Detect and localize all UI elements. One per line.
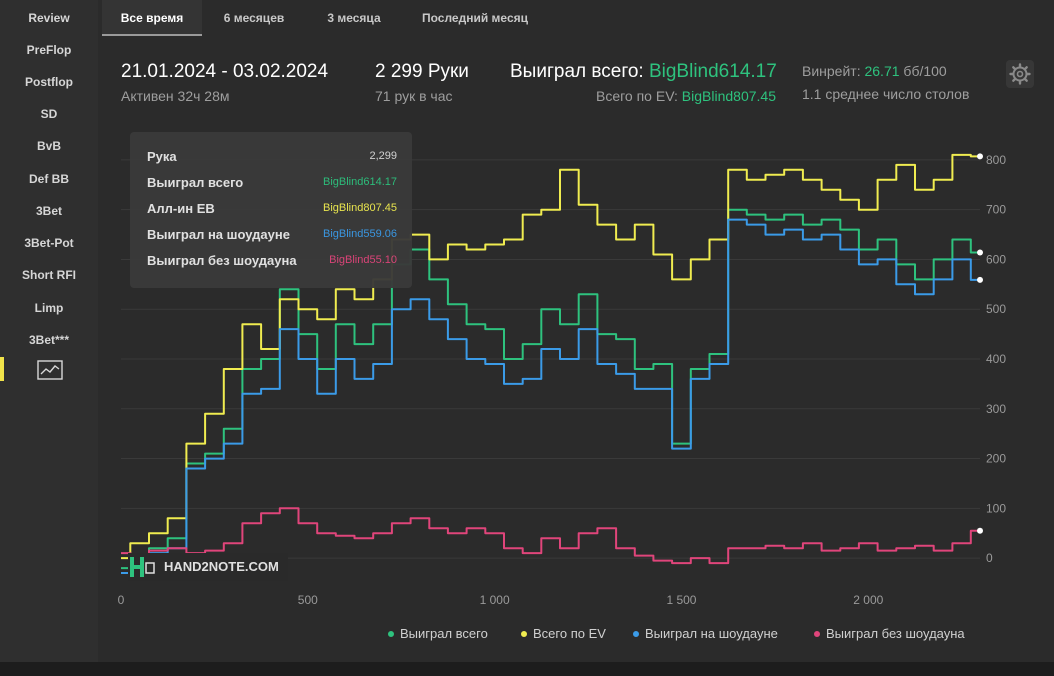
sidebar-item-review[interactable]: Review (28, 11, 70, 25)
x-tick-label: 0 (118, 593, 125, 607)
watermark-text: HAND2NOTE.COM (164, 559, 279, 574)
series-endpoints (977, 153, 983, 534)
y-tick-label: 0 (986, 551, 993, 565)
winrate-label: Винрейт: (802, 63, 861, 79)
tab-3-months[interactable]: 3 месяца (327, 11, 381, 25)
y-tick-label: 200 (986, 452, 1006, 466)
sidebar-item-limp[interactable]: Limp (34, 301, 64, 315)
tooltip-row-won-total: Выиграл всего BigBlind614.17 (147, 175, 397, 190)
period-tabs: Все время 6 месяцев 3 месяца Последний м… (98, 0, 1054, 36)
y-tick-label: 800 (986, 153, 1006, 167)
sidebar-item-3bet-pot[interactable]: 3Bet-Pot (24, 236, 74, 250)
hands-count: 2 299 Руки (375, 61, 469, 82)
y-tick-label: 700 (986, 203, 1006, 217)
x-tick-label: 2 000 (853, 593, 883, 607)
sidebar-item-preflop[interactable]: PreFlop (26, 43, 72, 57)
y-tick-label: 600 (986, 252, 1006, 266)
series-endpoint-3 (977, 527, 983, 534)
x-tick-label: 1 000 (480, 593, 510, 607)
legend-marker (388, 630, 394, 637)
legend-item-ev[interactable]: Всего по EV (521, 626, 606, 641)
tooltip-label: Выиграл всего (147, 175, 244, 190)
settings-button[interactable] (1006, 60, 1034, 88)
line-chart-icon[interactable] (37, 360, 63, 380)
tooltip-value: BigBlind807.45 (322, 202, 397, 214)
won-total: Выиграл всего: BigBlind614.17 (510, 61, 777, 83)
sidebar-item-short-rfi[interactable]: Short RFI (22, 268, 76, 282)
gear-icon (1009, 63, 1031, 85)
sidebar-item-sd[interactable]: SD (40, 107, 58, 121)
ev-value: BigBlind807.45 (681, 88, 776, 104)
legend-label: Выиграл всего (400, 626, 488, 641)
sidebar-item-postflop[interactable]: Postflop (25, 75, 73, 89)
sidebar-item-3bet-stars[interactable]: 3Bet*** (28, 333, 70, 347)
series-lines (121, 153, 980, 574)
sidebar: Review PreFlop Postflop SD BvB Def BB 3B… (0, 0, 98, 662)
ev-total: Всего по EV: BigBlind807.45 (596, 88, 776, 104)
legend-label: Всего по EV (533, 626, 606, 641)
won-total-label: Выиграл всего: (510, 61, 644, 82)
hand2note-logo-icon (130, 557, 155, 577)
avg-tables: 1.1 среднее число столов (802, 86, 970, 102)
tooltip-value: BigBlind614.17 (322, 176, 397, 188)
tooltip-row-non-showdown: Выиграл без шоудауна BigBlind55.10 (147, 253, 397, 268)
series-line-0 (121, 208, 980, 570)
hands-per-hour: 71 рук в час (375, 88, 453, 104)
sidebar-item-def-bb[interactable]: Def BB (28, 172, 69, 186)
tooltip-value: 2,299 (369, 150, 397, 162)
sidebar-item-3bet[interactable]: 3Bet (35, 204, 62, 218)
series-endpoint-0 (977, 249, 983, 256)
legend-item-non-showdown[interactable]: Выиграл без шоудауна (814, 626, 965, 641)
legend-marker (633, 630, 639, 637)
series-line-1 (121, 153, 980, 560)
won-total-value: BigBlind614.17 (648, 61, 777, 82)
x-tick-label: 1 500 (666, 593, 696, 607)
tooltip-value: BigBlind559.06 (322, 228, 397, 240)
tooltip-value: BigBlind55.10 (329, 254, 397, 266)
tooltip-label: Выиграл на шоудауне (147, 227, 290, 242)
tooltip-row-allin-ev: Алл-ин EB BigBlind807.45 (147, 201, 397, 216)
legend-label: Выиграл на шоудауне (645, 626, 778, 641)
winrate-unit: бб/100 (903, 63, 947, 79)
active-indicator (0, 357, 4, 381)
sidebar-item-bvb[interactable]: BvB (36, 139, 61, 153)
tab-last-month[interactable]: Последний месяц (421, 11, 528, 25)
legend-marker (814, 630, 820, 637)
tooltip-label: Выиграл без шоудауна (147, 253, 297, 268)
active-time: Активен 32ч 28м (121, 88, 230, 104)
series-line-2 (121, 218, 980, 574)
watermark-logo: HAND2NOTE.COM (128, 553, 288, 581)
date-range: 21.01.2024 - 03.02.2024 (121, 61, 329, 82)
y-tick-label: 500 (986, 302, 1006, 316)
x-tick-label: 500 (298, 593, 318, 607)
y-axis: 0 100 200 300 400 500 600 700 800 (986, 153, 1006, 565)
series-line-3 (121, 507, 980, 565)
ev-label: Всего по EV: (596, 88, 678, 104)
x-axis: 0 500 1 000 1 500 2 000 (118, 593, 884, 607)
winrate: Винрейт: 26.71 бб/100 (802, 63, 947, 79)
hover-tooltip: Рука 2,299 Выиграл всего BigBlind614.17 … (130, 132, 412, 288)
tab-6-months[interactable]: 6 месяцев (223, 11, 285, 25)
y-tick-label: 400 (986, 352, 1006, 366)
legend-item-won-total[interactable]: Выиграл всего (388, 626, 488, 641)
bottom-bar (0, 662, 1054, 676)
tooltip-row-showdown: Выиграл на шоудауне BigBlind559.06 (147, 227, 397, 242)
y-tick-label: 100 (986, 501, 1006, 515)
legend-item-showdown[interactable]: Выиграл на шоудауне (633, 626, 778, 641)
tooltip-row-hand: Рука 2,299 (147, 149, 397, 164)
series-endpoint-2 (977, 276, 983, 283)
y-tick-label: 300 (986, 402, 1006, 416)
series-endpoint-1 (977, 153, 983, 160)
tooltip-label: Рука (147, 149, 177, 164)
legend-marker (521, 630, 527, 637)
tab-all-time[interactable]: Все время (102, 0, 202, 36)
winrate-value: 26.71 (864, 63, 900, 79)
tooltip-label: Алл-ин EB (147, 201, 215, 216)
legend-label: Выиграл без шоудауна (826, 626, 965, 641)
